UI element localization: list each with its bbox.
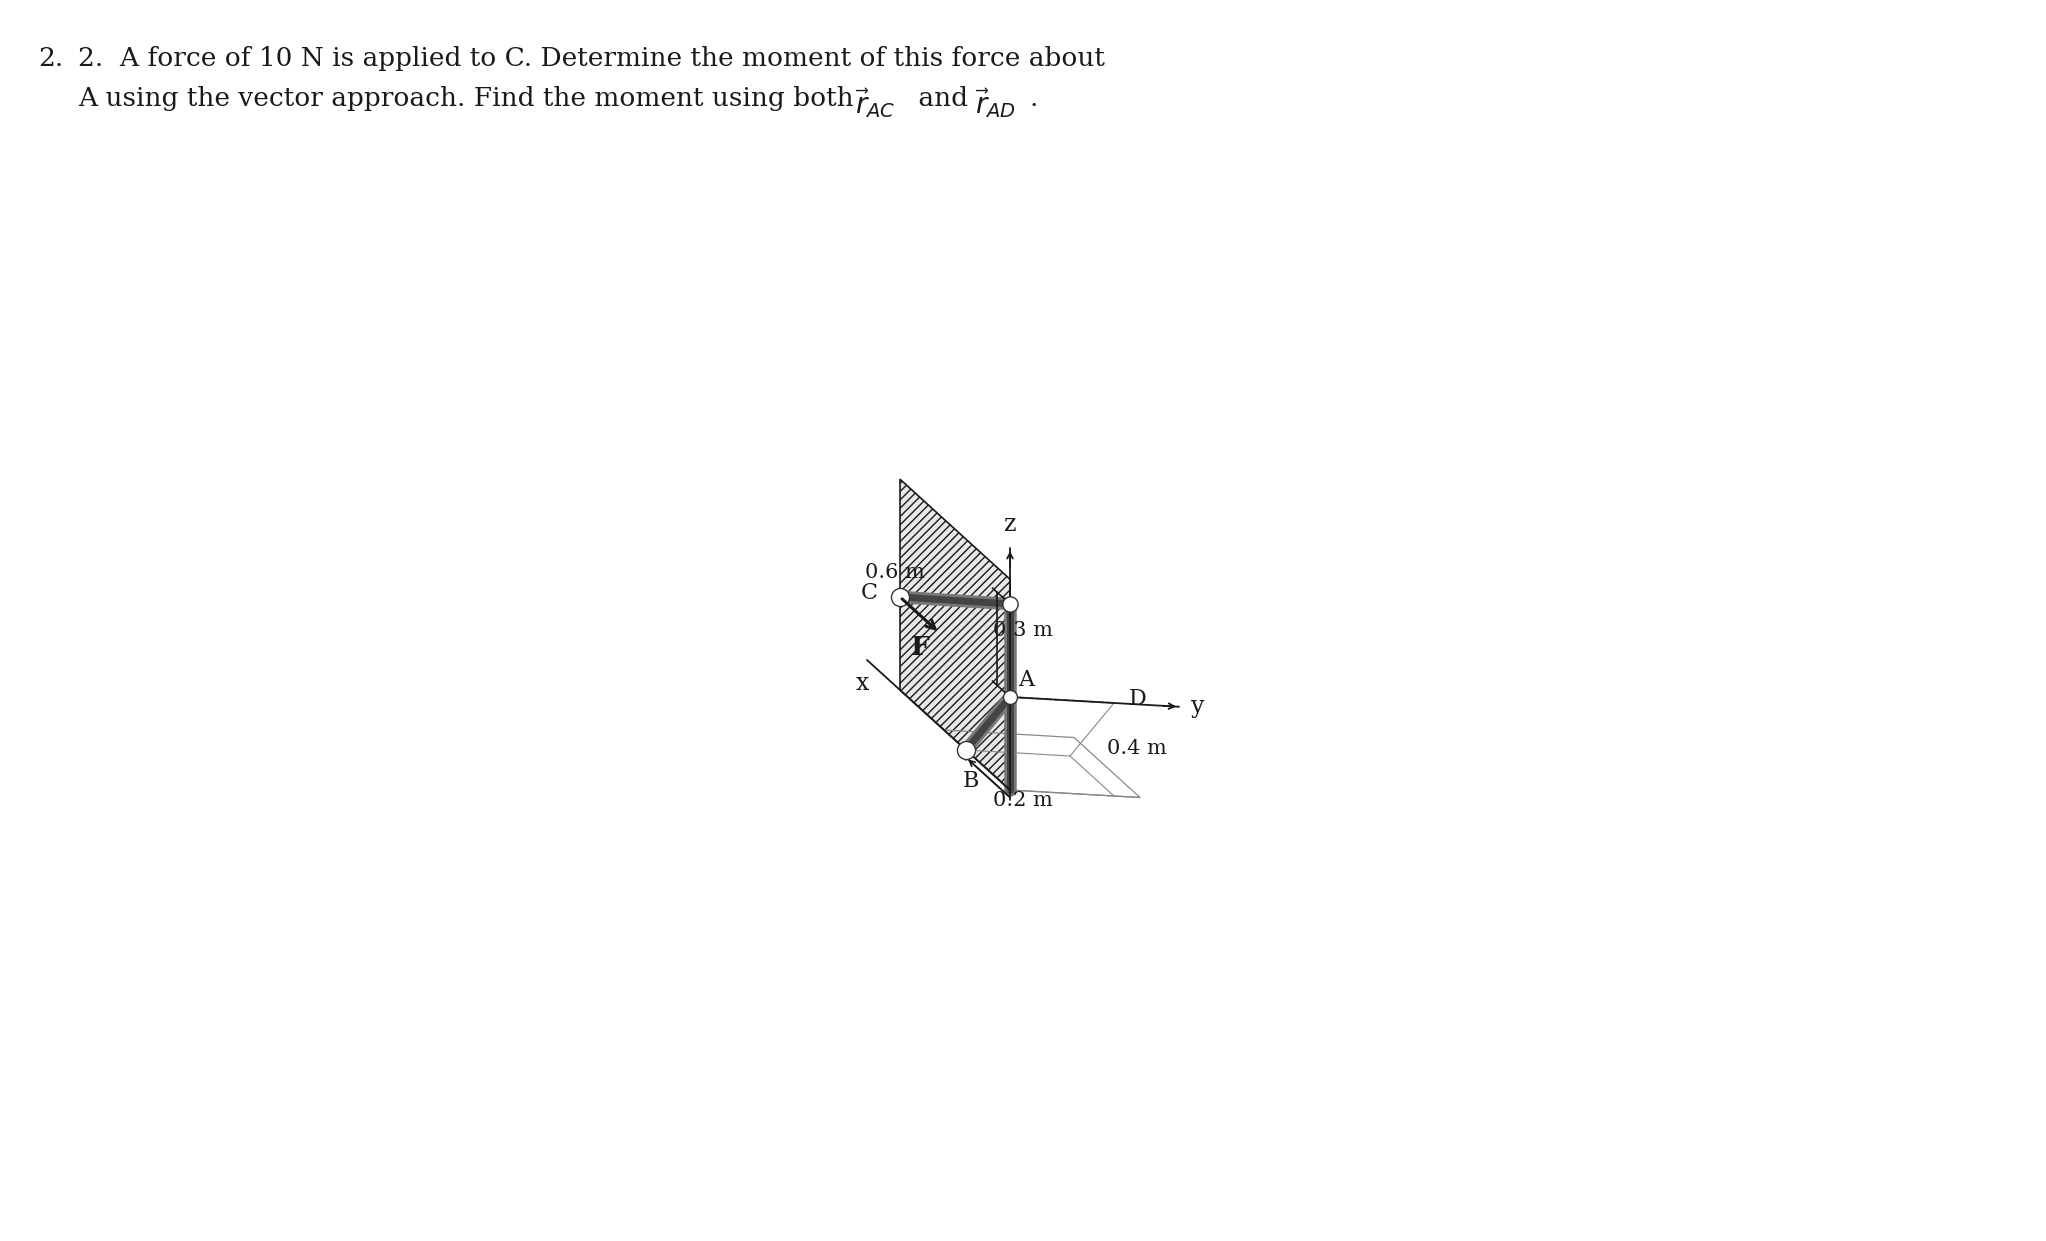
Text: 0.3 m: 0.3 m (992, 620, 1054, 640)
Text: y: y (1191, 695, 1205, 719)
Text: B: B (964, 769, 980, 792)
Text: 2.: 2. (39, 46, 63, 71)
Text: and: and (910, 86, 976, 110)
Text: 0.4 m: 0.4 m (1107, 740, 1166, 758)
Text: z: z (1005, 514, 1017, 536)
Text: $\vec{r}_{AD}$: $\vec{r}_{AD}$ (976, 86, 1017, 120)
Text: .: . (1029, 86, 1039, 110)
Polygon shape (900, 479, 1011, 791)
Text: D: D (1129, 688, 1146, 710)
Text: x: x (855, 671, 870, 695)
Text: F: F (910, 635, 929, 660)
Text: 0.2 m: 0.2 m (992, 792, 1054, 810)
Text: C: C (861, 582, 878, 604)
Text: A: A (1019, 669, 1033, 691)
Text: A using the vector approach. Find the moment using both: A using the vector approach. Find the mo… (78, 86, 861, 110)
Text: 2.  A force of 10 N is applied to C. Determine the moment of this force about: 2. A force of 10 N is applied to C. Dete… (78, 46, 1105, 71)
Text: $\vec{r}_{AC}$: $\vec{r}_{AC}$ (855, 86, 896, 120)
Text: 0.6 m: 0.6 m (865, 563, 925, 582)
